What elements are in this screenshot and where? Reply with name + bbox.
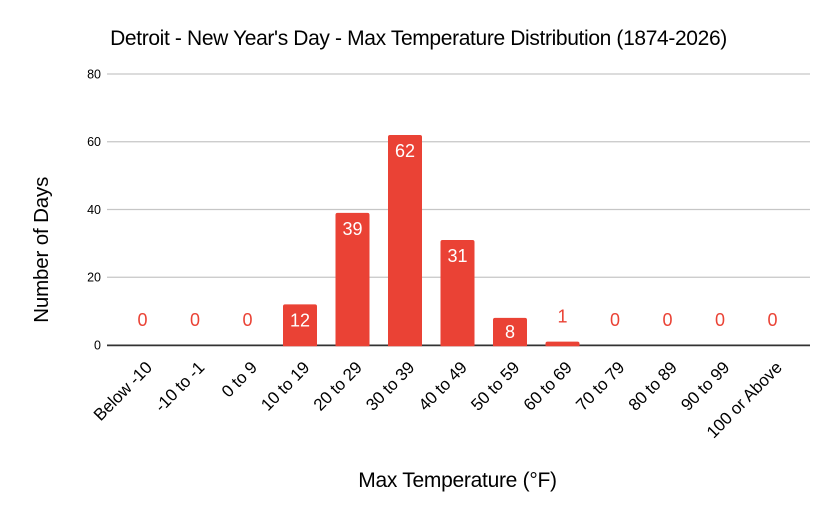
svg-text:0: 0 xyxy=(137,310,147,330)
svg-text:0: 0 xyxy=(610,310,620,330)
svg-text:0: 0 xyxy=(662,310,672,330)
svg-text:31: 31 xyxy=(447,246,467,266)
svg-text:Detroit - New Year's Day - Max: Detroit - New Year's Day - Max Temperatu… xyxy=(110,27,727,50)
svg-text:40: 40 xyxy=(87,203,101,217)
svg-text:8: 8 xyxy=(505,322,515,342)
svg-text:0: 0 xyxy=(242,310,252,330)
svg-text:1: 1 xyxy=(557,307,567,327)
svg-text:0: 0 xyxy=(767,310,777,330)
svg-text:0: 0 xyxy=(94,338,101,352)
svg-text:39: 39 xyxy=(342,219,362,239)
svg-text:0: 0 xyxy=(715,310,725,330)
svg-text:62: 62 xyxy=(395,141,415,161)
svg-text:Number of Days: Number of Days xyxy=(30,177,53,323)
svg-text:80: 80 xyxy=(87,67,101,81)
svg-text:Max Temperature (°F): Max Temperature (°F) xyxy=(358,469,556,492)
svg-text:12: 12 xyxy=(290,310,310,330)
svg-text:0: 0 xyxy=(190,310,200,330)
svg-text:20: 20 xyxy=(87,271,101,285)
svg-text:60: 60 xyxy=(87,135,101,149)
